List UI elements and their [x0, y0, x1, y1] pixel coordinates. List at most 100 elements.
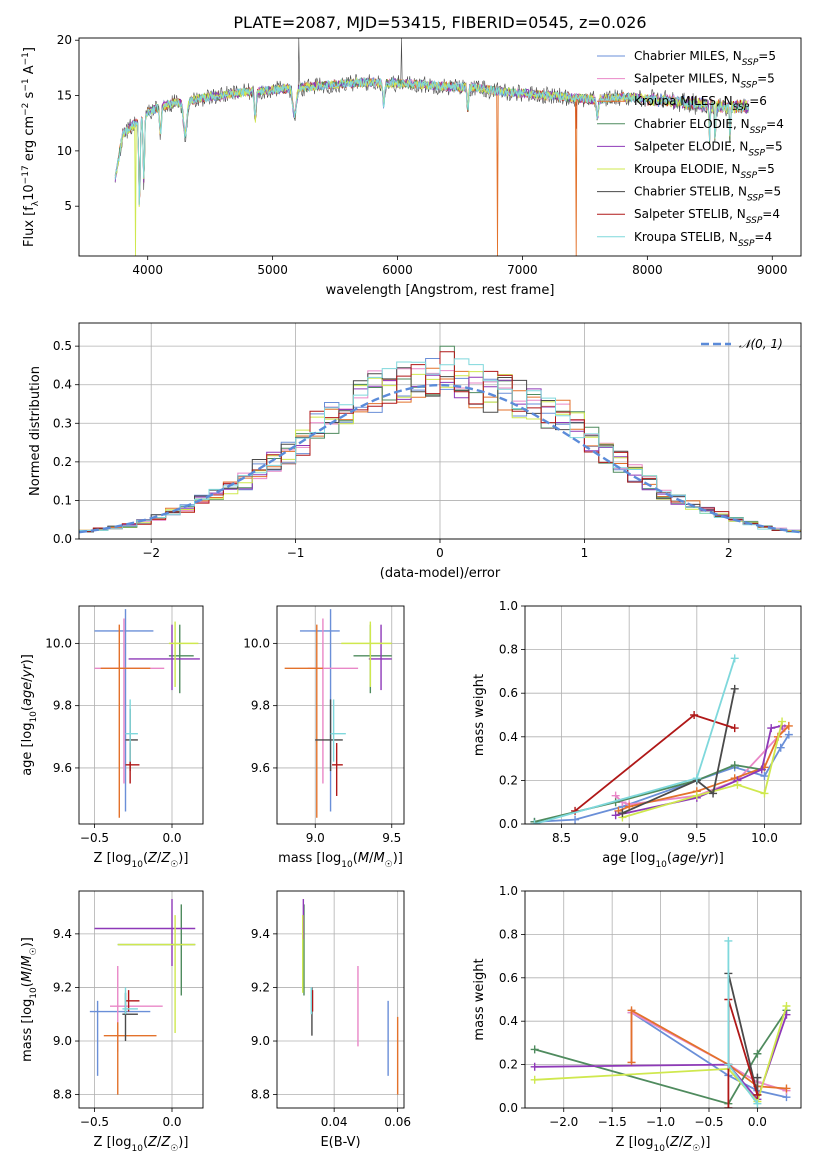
weight-vs-Z-axes: −2.0 −1.5 −1.0 −0.5 0.0 0.0 0.2 0.4 0.6 0.8 1.0: [499, 884, 801, 1129]
y-tick-label: 0.8: [499, 927, 518, 941]
legend-label-sub: SSP: [742, 58, 759, 68]
y-tick-label: 0.4: [53, 378, 72, 392]
label-part: /: [369, 851, 374, 866]
y-tick-label: 15: [57, 89, 72, 103]
y-tick-label: 0.8: [499, 643, 518, 657]
label-part: (: [143, 1135, 148, 1150]
weight-marker: [784, 721, 793, 730]
legend-label: Salpeter MILES, NSSP=5: [634, 72, 775, 91]
y-tick-label: 0.4: [499, 1014, 518, 1028]
label-part: age [log: [602, 851, 655, 866]
spectrum-axes: 4000 5000 6000 7000 8000 9000 5 10 15 20: [57, 33, 788, 277]
x-tick-label: 4000: [132, 263, 163, 277]
x-tick-label: 0.0: [162, 831, 181, 845]
x-tick-label: 9000: [757, 263, 788, 277]
label-part: age: [20, 682, 35, 706]
histogram-series-8: [79, 358, 801, 539]
legend-label-tail: =4: [754, 230, 772, 244]
label-part: 10: [29, 711, 39, 723]
spectrum-legend: Chabrier MILES, NSSP=5 Salpeter MILES, NS…: [597, 49, 784, 249]
label-part: age [log: [20, 723, 35, 776]
legend-label-tail: =5: [757, 72, 775, 86]
label-part: ☉: [692, 1144, 700, 1154]
y-tick-label: 0.3: [53, 416, 72, 430]
label-part: yr: [20, 663, 35, 679]
legend-label-main: Chabrier ELODIE, N: [634, 117, 750, 131]
label-part: yr: [700, 851, 716, 866]
spectrum-series-8: [114, 77, 749, 205]
weight-marker: [627, 1006, 636, 1015]
y-tick-label: 0.6: [499, 971, 518, 985]
weight-line-0: [534, 734, 790, 823]
weight-marker: [724, 1060, 733, 1069]
weight-marker: [760, 772, 769, 781]
x-axis-label: Z [log10(Z/Z☉)]: [616, 1135, 711, 1154]
legend-label-sub: SSP: [733, 103, 750, 113]
weight-vs-age-series: [530, 654, 793, 824]
weight-marker: [724, 936, 733, 945]
histogram-steps: [79, 345, 801, 539]
label-part: Z [log: [94, 851, 132, 866]
weight-marker: [730, 654, 739, 663]
legend-label: Chabrier STELIB, NSSP=5: [634, 185, 781, 204]
legend-label-main: Chabrier STELIB, N: [634, 185, 747, 199]
x-axis-label: E(B-V): [320, 1135, 360, 1150]
weight-marker: [753, 1090, 762, 1099]
x-axis-label: age [log10(age/yr)]: [602, 851, 724, 870]
weight-marker: [782, 1084, 791, 1093]
y-tick-label: 1.0: [499, 884, 518, 898]
weight-marker: [618, 809, 627, 818]
weight-line-6: [622, 688, 736, 814]
label-part: Z: [160, 851, 171, 866]
y-tick-label: 0.4: [499, 730, 518, 744]
label-part: M: [20, 971, 35, 982]
age-vs-Z-frame: [78, 605, 204, 825]
weight-marker: [611, 811, 620, 820]
label-part: /: [20, 677, 35, 682]
legend-label: Chabrier MILES, NSSP=5: [634, 49, 776, 68]
weight-marker: [784, 730, 793, 739]
weight-marker: [776, 743, 785, 752]
label-part: Z [log: [616, 1135, 654, 1150]
label-part: (: [353, 851, 358, 866]
weight-marker: [614, 806, 623, 815]
x-tick-label: 9.5: [382, 831, 401, 845]
weight-marker: [730, 724, 739, 733]
label-part: /: [157, 851, 162, 866]
y-tick-label: 1.0: [499, 599, 518, 613]
y-axis-label: Normed distribution: [28, 366, 43, 496]
label-part: (: [665, 1135, 670, 1150]
y-tick-label: 0.1: [53, 493, 72, 507]
y-axis-label: mass [log10(M/M☉)]: [20, 937, 39, 1062]
y-tick-label: 0.6: [499, 686, 518, 700]
label-part: A: [22, 65, 37, 78]
mass-vs-Z-axes: −0.5 0.0 8.8 9.0 9.2 9.4: [53, 891, 203, 1129]
legend-label-main: Kroupa ELODIE, N: [634, 162, 741, 176]
y-tick-label: 9.6: [251, 761, 270, 775]
y-tick-label: 0.2: [53, 455, 72, 469]
legend-label-tail: =5: [757, 162, 775, 176]
x-tick-label: 8.5: [552, 831, 571, 845]
weight-marker: [753, 1049, 762, 1058]
age-vs-mass-frame: [276, 605, 405, 825]
legend-label-sub: SSP: [741, 171, 758, 181]
weight-marker: [690, 711, 699, 719]
weight-marker: [709, 789, 718, 798]
weight-marker: [757, 765, 766, 774]
spectrum-frame: [78, 37, 802, 257]
label-part: )]: [714, 851, 724, 866]
weight-marker: [733, 780, 742, 789]
y-axis-label: mass weight: [472, 958, 487, 1040]
label-part: −17: [21, 165, 31, 184]
label-part: M: [373, 851, 384, 866]
label-part: 10: [131, 1144, 143, 1154]
label-part: (: [20, 706, 35, 711]
weight-marker: [530, 1045, 539, 1054]
label-part: )]: [20, 937, 35, 947]
legend-label-tail: =4: [766, 117, 784, 131]
legend-label-sub: SSP: [741, 81, 758, 91]
y-tick-label: 10: [57, 144, 72, 158]
y-tick-label: 9.2: [251, 980, 270, 994]
x-tick-label: 1: [581, 546, 589, 560]
